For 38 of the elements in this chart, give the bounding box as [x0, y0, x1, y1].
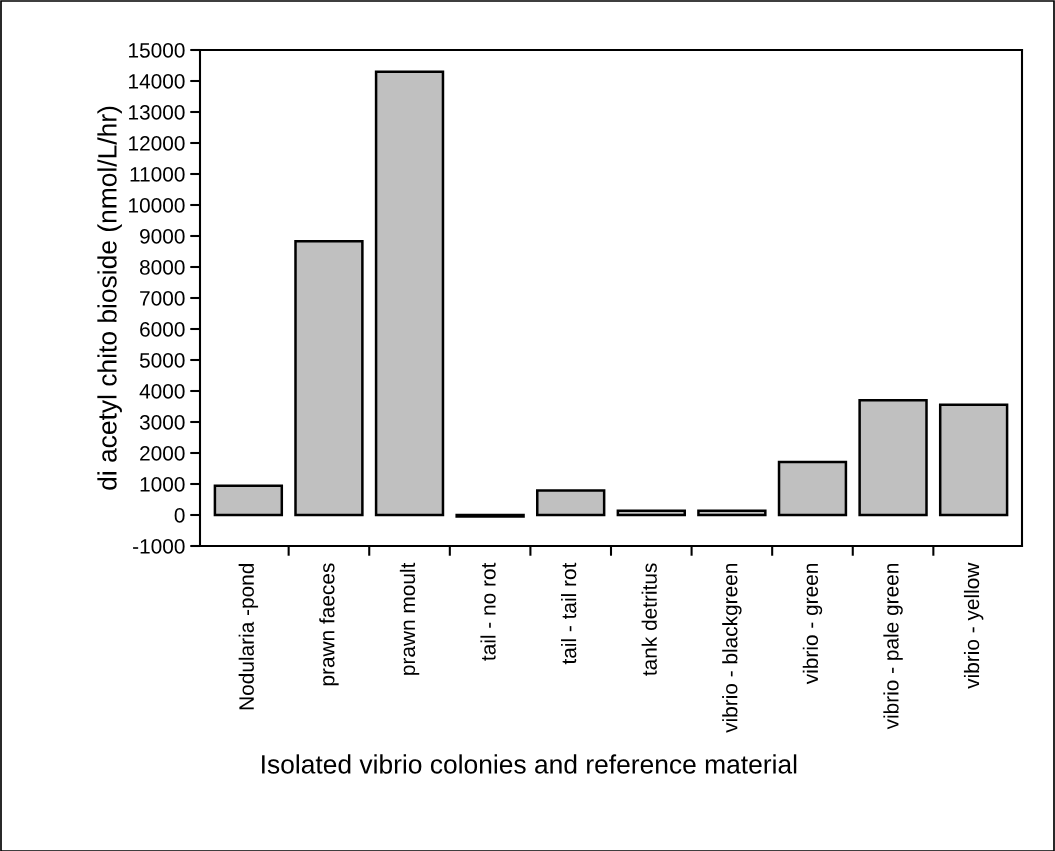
- y-axis-title: di acetyl chito bioside (nmol/L/hr): [97, 106, 122, 490]
- y-tick-label: 4000: [139, 384, 185, 399]
- y-tick-label: 9000: [140, 229, 185, 244]
- bar: [374, 70, 445, 517]
- y-tick-label: 8000: [139, 260, 185, 275]
- bar: [294, 240, 364, 517]
- x-tick-label: vibrio - green: [802, 564, 823, 685]
- bar: [938, 403, 1009, 517]
- bar: [777, 460, 848, 517]
- x-tick-label: Nodularia -pond: [238, 564, 259, 710]
- bar: [616, 509, 686, 517]
- y-tick-label: 14000: [129, 74, 185, 89]
- x-axis-title: Isolated vibrio colonies and reference material: [262, 754, 797, 774]
- y-tick-label: 13000: [129, 105, 185, 120]
- x-tick-label: prawn moult: [399, 562, 420, 675]
- y-tick-label: 15000: [129, 43, 185, 58]
- bar: [536, 489, 606, 517]
- y-tick-label: 7000: [140, 291, 185, 306]
- x-tick-label: vibrio - blackgreen: [722, 564, 742, 733]
- bar: [213, 484, 284, 517]
- y-tick-label: 5000: [139, 353, 185, 368]
- y-tick-label: 10000: [129, 198, 185, 213]
- y-tick-label: 0: [174, 508, 185, 523]
- bar: [697, 509, 767, 517]
- y-tick-label: -1000: [133, 539, 185, 554]
- x-tick-label: vibrio - yellow: [963, 562, 984, 689]
- x-tick-label: tail - tail rot: [561, 562, 577, 665]
- x-tick-label: tank detritus: [641, 563, 657, 676]
- y-tick-label: 2000: [140, 446, 185, 461]
- y-tick-label: 12000: [129, 136, 185, 151]
- x-tick-label: tail - no rot: [480, 562, 496, 661]
- y-tick-label: 3000: [139, 415, 185, 430]
- y-tick-label: 6000: [140, 322, 185, 337]
- y-tick-label: 11000: [130, 167, 185, 182]
- bar: [858, 399, 928, 517]
- y-tick-label: 1000: [140, 477, 185, 492]
- x-tick-label: vibrio - pale green: [883, 564, 903, 730]
- x-tick-label: prawn faeces: [319, 563, 339, 686]
